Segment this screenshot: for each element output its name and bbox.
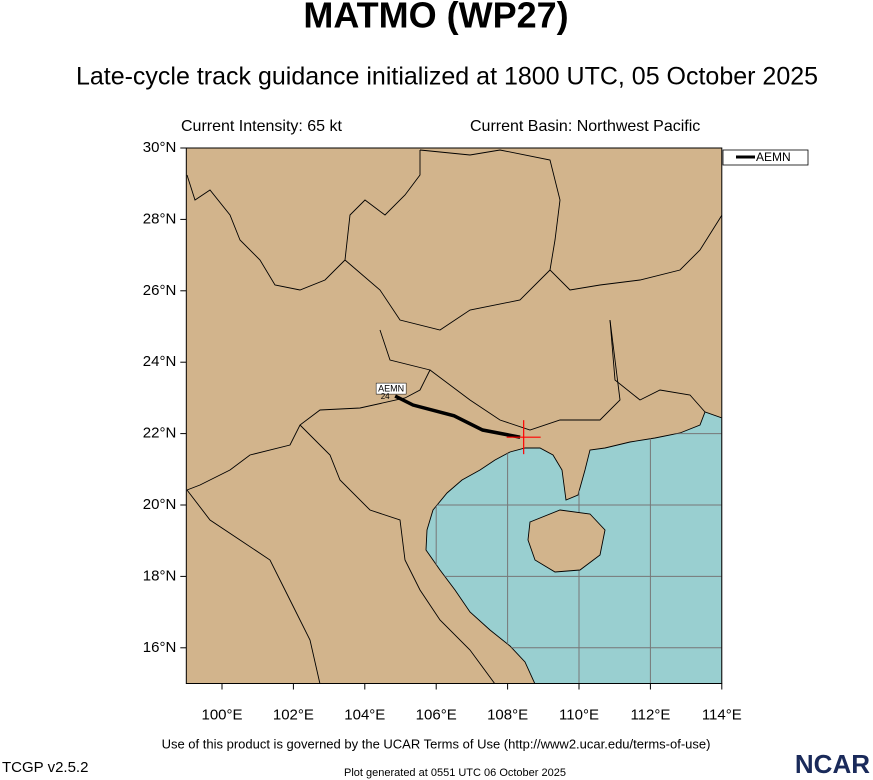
border: [299, 424, 496, 684]
x-tick-label: 110°E: [559, 706, 599, 723]
y-tick-label: 18°N: [143, 567, 177, 584]
border: [609, 319, 706, 413]
track-label-box: [375, 382, 407, 395]
hour-label: 24: [381, 392, 390, 401]
y-tick-label: 24°N: [143, 353, 177, 370]
version: TCGP v2.5.2: [2, 759, 88, 776]
x-tick-label: 102°E: [273, 706, 314, 723]
map-frame: [185, 147, 723, 684]
border: [186, 489, 321, 684]
map: [186, 148, 722, 684]
x-tick-label: 100°E: [201, 706, 242, 723]
legend-box: [722, 149, 809, 166]
legend-label: AEMN: [756, 150, 791, 164]
x-tick-label: 104°E: [344, 706, 385, 723]
border: [344, 259, 551, 331]
x-tick-label: 108°E: [487, 706, 528, 723]
logo: NCAR: [795, 749, 870, 779]
y-tick-label: 16°N: [143, 639, 177, 656]
track: [394, 394, 521, 439]
terms: Use of this product is governed by the U…: [162, 736, 711, 751]
border: [186, 150, 421, 291]
track-label: AEMN: [378, 383, 404, 393]
basin: Current Basin: Northwest Pacific: [470, 118, 700, 135]
subtitle: Late-cycle track guidance initialized at…: [76, 63, 818, 91]
x-tick-label: 114°E: [702, 706, 742, 723]
generated: Plot generated at 0551 UTC 06 October 20…: [344, 767, 566, 779]
y-tick-label: 22°N: [143, 425, 177, 442]
intensity: Current Intensity: 65 kt: [181, 118, 343, 135]
border: [429, 319, 621, 431]
y-tick-label: 20°N: [143, 496, 177, 513]
title: MATMO (WP27): [303, 0, 568, 36]
y-tick-label: 26°N: [143, 282, 177, 299]
hainan: [527, 509, 606, 573]
x-tick-label: 112°E: [630, 706, 670, 723]
y-tick-label: 30°N: [143, 139, 177, 156]
x-tick-label: 106°E: [416, 706, 457, 723]
y-tick-label: 28°N: [143, 210, 177, 227]
